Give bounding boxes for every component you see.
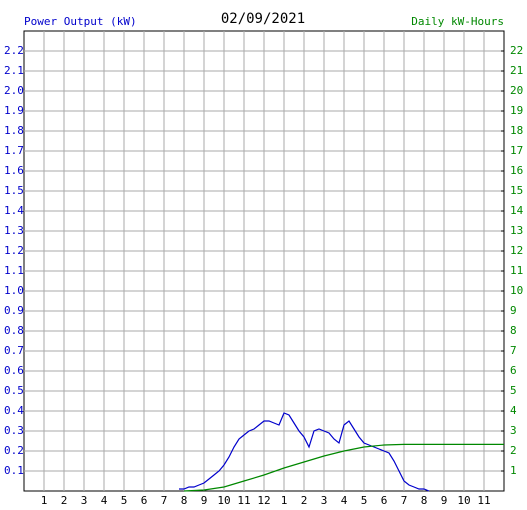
y2-tick-label: 5 bbox=[510, 384, 517, 397]
chart-title: 02/09/2021 bbox=[221, 11, 305, 27]
y2-tick-label: 10 bbox=[510, 284, 523, 297]
y2-tick-label: 18 bbox=[510, 124, 523, 137]
y-tick-label: 1.2 bbox=[4, 244, 24, 257]
y-axis-label: Power Output (kW) bbox=[24, 15, 137, 28]
x-tick-label: 9 bbox=[201, 494, 208, 507]
y-tick-label: 0.3 bbox=[4, 424, 24, 437]
y-tick-label: 1.5 bbox=[4, 184, 24, 197]
y-tick-label: 1.8 bbox=[4, 124, 24, 137]
x-tick-label: 1 bbox=[281, 494, 288, 507]
x-tick-label: 11 bbox=[237, 494, 250, 507]
y2-tick-label: 11 bbox=[510, 264, 523, 277]
x-tick-label: 5 bbox=[361, 494, 368, 507]
x-tick-label: 7 bbox=[161, 494, 168, 507]
y-tick-label: 1.6 bbox=[4, 164, 24, 177]
x-tick-label: 2 bbox=[61, 494, 68, 507]
y-tick-label: 0.2 bbox=[4, 444, 24, 457]
y-tick-label: 0.8 bbox=[4, 324, 24, 337]
y2-tick-label: 17 bbox=[510, 144, 523, 157]
y-tick-label: 0.4 bbox=[4, 404, 24, 417]
y-tick-label: 2.2 bbox=[4, 44, 24, 57]
y-tick-label: 2.0 bbox=[4, 84, 24, 97]
y-tick-label: 1.7 bbox=[4, 144, 24, 157]
y-tick-label: 1.1 bbox=[4, 264, 24, 277]
y2-tick-label: 9 bbox=[510, 304, 517, 317]
y2-axis-label: Daily kW-Hours bbox=[411, 15, 504, 28]
x-tick-label: 7 bbox=[401, 494, 408, 507]
y2-tick-label: 14 bbox=[510, 204, 524, 217]
x-tick-label: 3 bbox=[321, 494, 328, 507]
series-line bbox=[179, 412, 430, 492]
y-tick-label: 2.1 bbox=[4, 64, 24, 77]
y2-tick-label: 20 bbox=[510, 84, 523, 97]
y-tick-label: 1.3 bbox=[4, 224, 24, 237]
y2-tick-label: 12 bbox=[510, 244, 523, 257]
y2-tick-label: 15 bbox=[510, 184, 523, 197]
x-tick-label: 6 bbox=[381, 494, 388, 507]
y2-tick-label: 8 bbox=[510, 324, 517, 337]
y2-tick-label: 13 bbox=[510, 224, 523, 237]
y-tick-label: 1.9 bbox=[4, 104, 24, 117]
y2-tick-label: 2 bbox=[510, 444, 517, 457]
y2-tick-label: 21 bbox=[510, 64, 523, 77]
y2-tick-label: 19 bbox=[510, 104, 523, 117]
x-tick-label: 6 bbox=[141, 494, 148, 507]
y-tick-label: 0.5 bbox=[4, 384, 24, 397]
y2-tick-label: 7 bbox=[510, 344, 517, 357]
x-tick-label: 5 bbox=[121, 494, 128, 507]
x-tick-label: 10 bbox=[217, 494, 230, 507]
x-tick-label: 8 bbox=[421, 494, 428, 507]
y-tick-label: 0.6 bbox=[4, 364, 24, 377]
x-tick-label: 11 bbox=[477, 494, 490, 507]
y-tick-label: 1.4 bbox=[4, 204, 24, 217]
y-tick-label: 0.9 bbox=[4, 304, 24, 317]
x-tick-label: 3 bbox=[81, 494, 88, 507]
x-tick-label: 2 bbox=[301, 494, 308, 507]
y2-tick-label: 3 bbox=[510, 424, 517, 437]
y2-tick-label: 6 bbox=[510, 364, 517, 377]
x-tick-label: 1 bbox=[41, 494, 48, 507]
x-tick-label: 4 bbox=[101, 494, 108, 507]
x-tick-label: 10 bbox=[457, 494, 470, 507]
x-tick-label: 9 bbox=[441, 494, 448, 507]
x-tick-label: 4 bbox=[341, 494, 348, 507]
y2-tick-label: 1 bbox=[510, 464, 517, 477]
y-tick-label: 0.7 bbox=[4, 344, 24, 357]
x-tick-label: 8 bbox=[181, 494, 188, 507]
x-tick-label: 12 bbox=[257, 494, 270, 507]
y2-tick-label: 22 bbox=[510, 44, 523, 57]
y2-tick-label: 4 bbox=[510, 404, 517, 417]
y-tick-label: 0.1 bbox=[4, 464, 24, 477]
series-line bbox=[183, 443, 504, 492]
y-tick-label: 1.0 bbox=[4, 284, 24, 297]
y2-tick-label: 16 bbox=[510, 164, 523, 177]
